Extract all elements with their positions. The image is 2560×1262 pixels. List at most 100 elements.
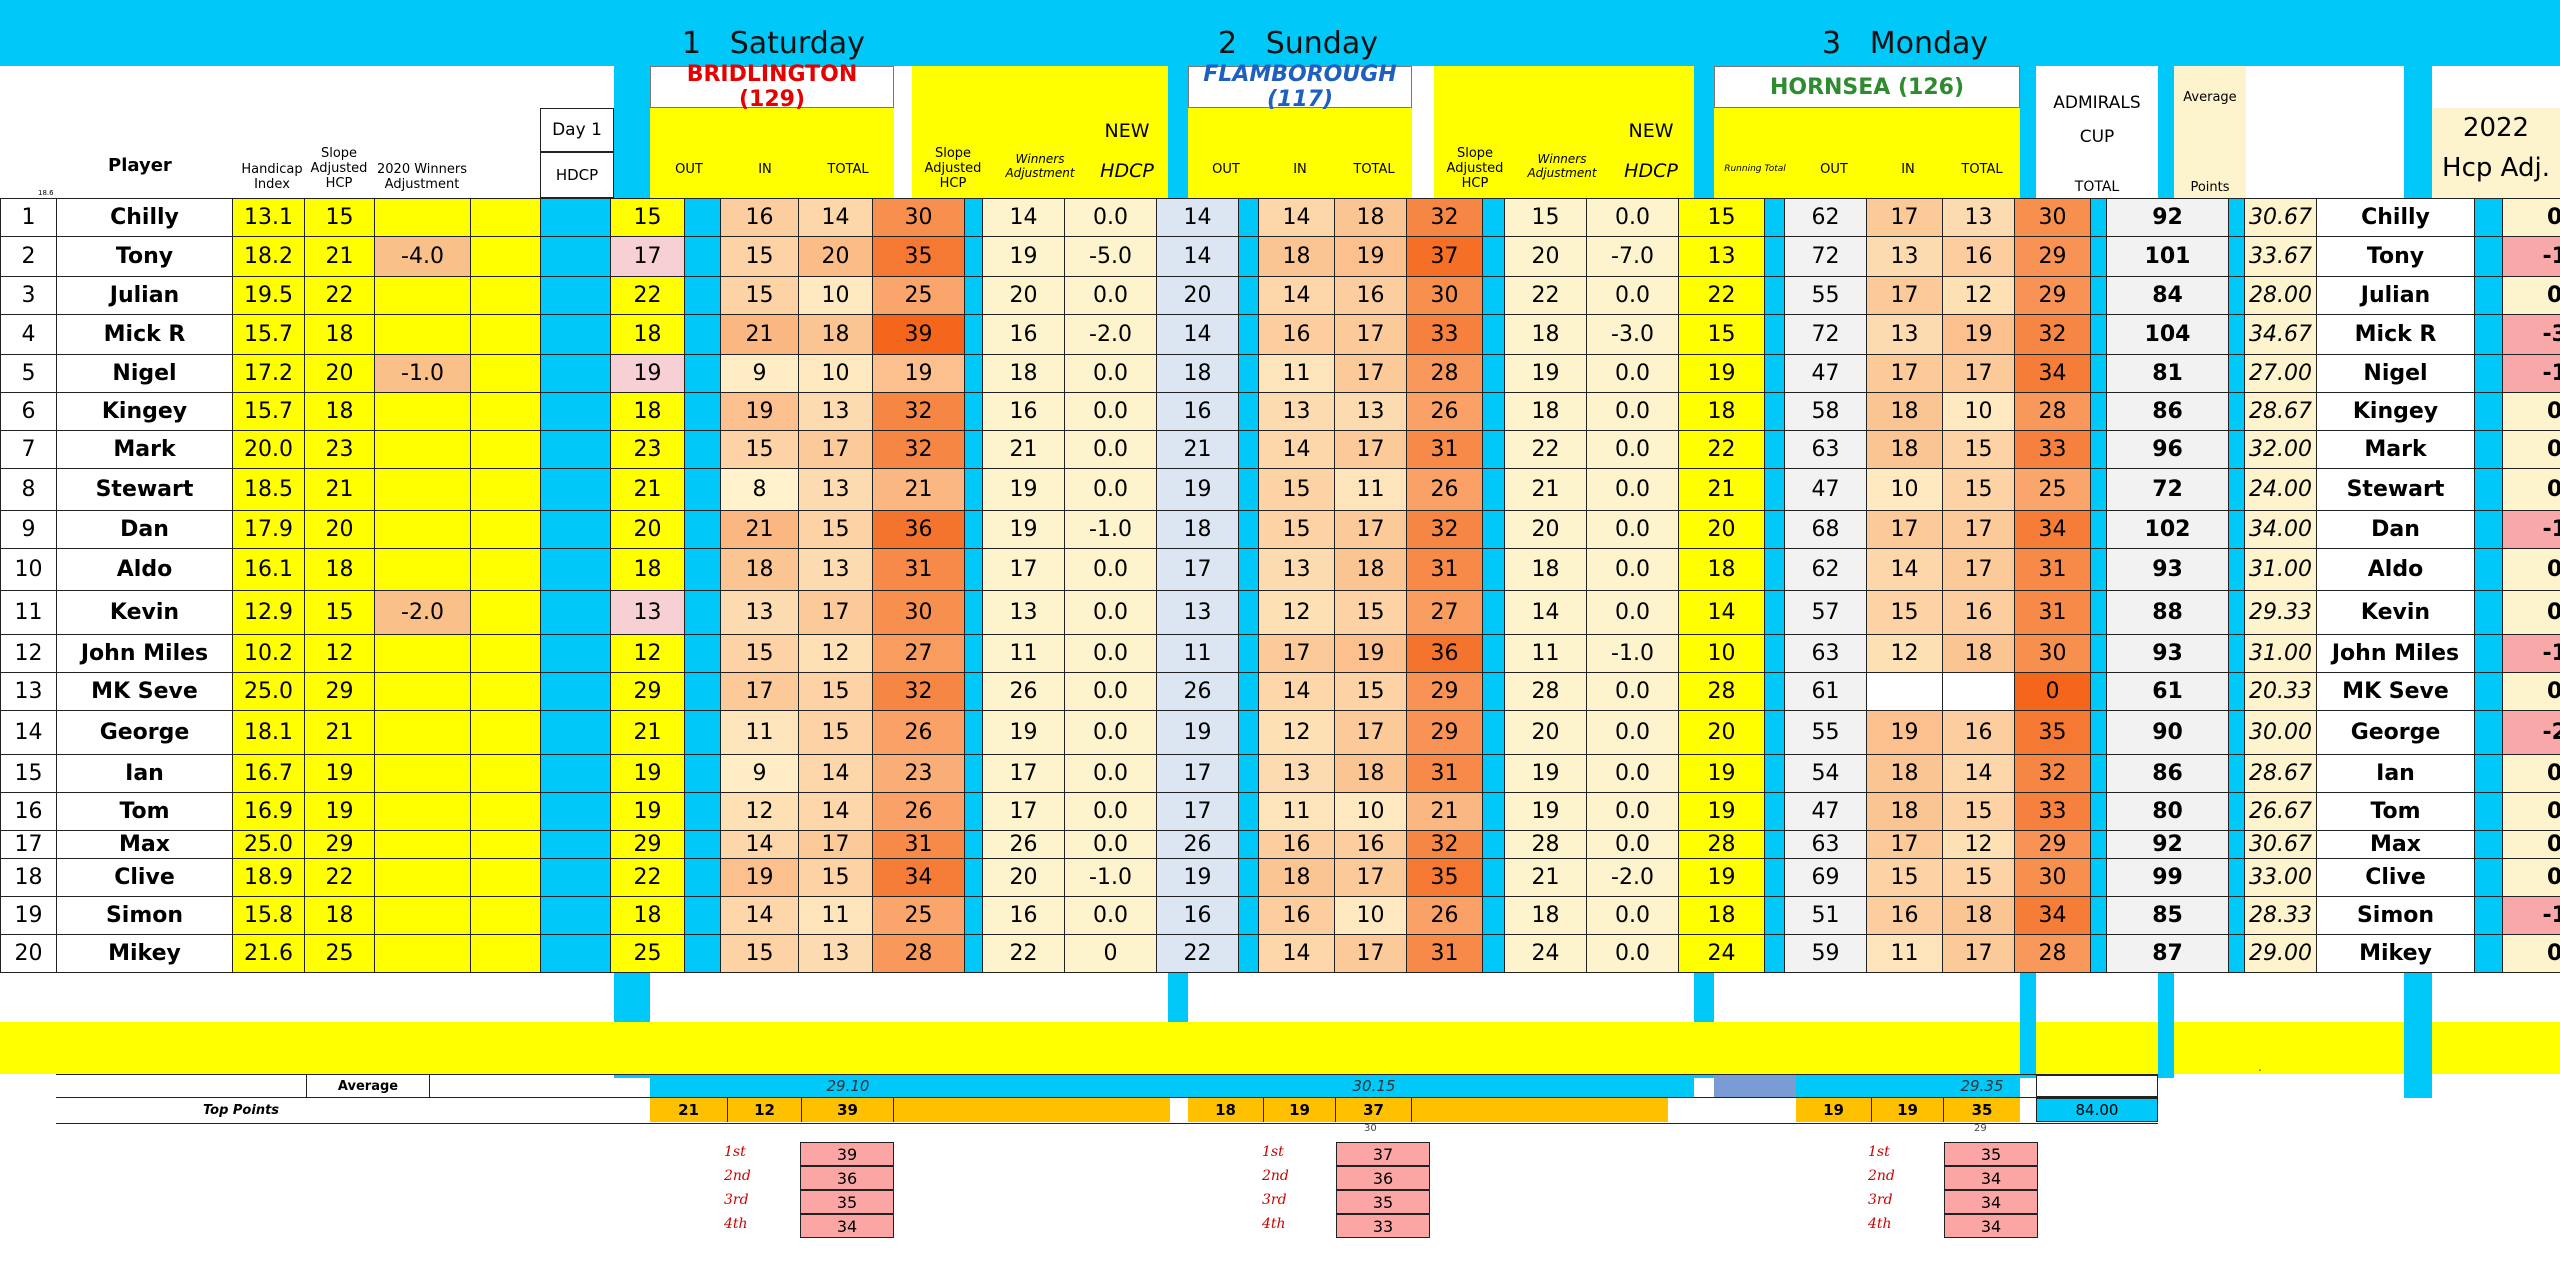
day3-out: 18	[1866, 430, 1943, 469]
rank-label: 1st	[1868, 1144, 1890, 1160]
gap-cell	[2474, 634, 2503, 673]
day3-total: 34	[2014, 354, 2091, 393]
winners-2020-adjustment	[374, 314, 471, 355]
day1-in: 14	[798, 198, 873, 237]
day1-hdcp: 19	[610, 354, 685, 393]
day1-hdcp: 22	[610, 276, 685, 315]
table-row: 14 George 18.1 21 21 11 15 26 19 0.0 19 12 17 29 20 0.0…	[0, 710, 2560, 755]
day3-total: 34	[2014, 896, 2091, 935]
row-number: 9	[0, 510, 57, 549]
day2-slope-hcp: 26	[982, 830, 1065, 859]
day2-new-hdcp: 19	[1156, 468, 1239, 511]
average-points: 33.67	[2244, 236, 2317, 277]
points-header: Points	[2190, 180, 2230, 195]
gap-cell	[540, 314, 611, 355]
rank-label: 2nd	[1868, 1168, 1895, 1184]
player-name-right: Stewart	[2316, 468, 2475, 511]
day3-total: 30	[2014, 858, 2091, 897]
day3-in: 15	[1942, 468, 2015, 511]
day1-in: 13	[798, 934, 873, 973]
day3-total: 28	[2014, 392, 2091, 431]
day2-winners-adj-header: Winners Adjustment	[1527, 152, 1597, 180]
gap-cell	[1764, 858, 1785, 897]
day2-out: 16	[1258, 314, 1335, 355]
year-header: 2022	[2462, 113, 2530, 143]
summary-top-day2-in: 19	[1264, 1098, 1336, 1122]
day3-slope-hcp: 18	[1504, 392, 1587, 431]
day3-total: 32	[2014, 314, 2091, 355]
day2-winners-adj: 0.0	[1064, 354, 1157, 393]
gap-cell	[540, 236, 611, 277]
gap-cell	[964, 510, 983, 549]
average-points: 26.67	[2244, 792, 2317, 831]
table-row: 20 Mikey 21.6 25 25 15 13 28 22 0 22 14 17 31 24 0.0 24 5…	[0, 934, 2560, 973]
day3-in: 17	[1942, 548, 2015, 591]
summary-average-row: Average 29.10 30.15 29.35	[56, 1074, 2158, 1098]
day1-out: 21	[720, 510, 799, 549]
slope-adjusted-hcp: 25	[304, 934, 375, 973]
running-total: 57	[1784, 590, 1867, 635]
player-rows: 1 Chilly 13.1 15 15 16 14 30 14 0.0 14 14 18 32 15 0.0 1…	[0, 198, 2560, 973]
slope-adjusted-hcp: 29	[304, 830, 375, 859]
day2-out: 17	[1258, 634, 1335, 673]
day3-total: 29	[2014, 236, 2091, 277]
summary-avg-day3: 29.35	[1960, 1077, 2004, 1095]
day1-total: 30	[872, 198, 965, 237]
day2-total-header: TOTAL	[1353, 162, 1395, 177]
gap-cell	[1482, 934, 1505, 973]
running-total: 54	[1784, 754, 1867, 793]
day3-new-hdcp: 24	[1678, 934, 1765, 973]
gap-cell	[2090, 672, 2107, 711]
gap-cell	[1764, 510, 1785, 549]
day3-slope-hcp: 28	[1504, 830, 1587, 859]
gap-cell	[2474, 314, 2503, 355]
day2-out: 14	[1258, 198, 1335, 237]
day1-out: 13	[720, 590, 799, 635]
gap-cell	[1238, 510, 1259, 549]
day1-total: 31	[872, 830, 965, 859]
gap-cell	[964, 276, 983, 315]
row-number: 8	[0, 468, 57, 511]
day3-in: 19	[1942, 314, 2015, 355]
gap-cell	[684, 754, 721, 793]
gap-cell	[964, 354, 983, 393]
summary-top-day3-out: 19	[1796, 1098, 1872, 1122]
day3-new-hdcp: 20	[1678, 710, 1765, 755]
player-name: Nigel	[56, 354, 233, 393]
gap-cell	[2090, 934, 2107, 973]
day2-total: 21	[1406, 792, 1483, 831]
player-name: Mikey	[56, 934, 233, 973]
gap-cell	[1238, 934, 1259, 973]
running-total: 62	[1784, 548, 1867, 591]
average-points: 30.67	[2244, 198, 2317, 237]
winners-2020-adjustment	[374, 934, 471, 973]
day1-hdcp: 18	[610, 392, 685, 431]
player-name-right: Julian	[2316, 276, 2475, 315]
row-number: 20	[0, 934, 57, 973]
slope-adjusted-hcp: 18	[304, 314, 375, 355]
day1-hdcp: 17	[610, 236, 685, 277]
day1-total: 34	[872, 858, 965, 897]
player-name-right: MK Seve	[2316, 672, 2475, 711]
gap-cell	[1238, 198, 1259, 237]
player-name-right: John Miles	[2316, 634, 2475, 673]
header-day1: Day 1	[540, 108, 614, 152]
spacer-band-hcp	[2432, 1022, 2560, 1074]
day1-hdcp: 12	[610, 634, 685, 673]
gap-cell	[684, 710, 721, 755]
gap-cell	[1482, 354, 1505, 393]
day2-out: 16	[1258, 896, 1335, 935]
gap-cell	[964, 634, 983, 673]
day2-new-hdcp: 17	[1156, 754, 1239, 793]
day1-in: 13	[798, 548, 873, 591]
table-row: 5 Nigel 17.2 20 -1.0 19 9 10 19 18 0.0 18 11 17 28 19 0.…	[0, 354, 2560, 393]
day2-new-hdcp: 20	[1156, 276, 1239, 315]
day2-total: 33	[1406, 314, 1483, 355]
player-name-right: Kingey	[2316, 392, 2475, 431]
day2-out: 13	[1258, 754, 1335, 793]
day3-total: 30	[2014, 634, 2091, 673]
rank-label: 4th	[1868, 1216, 1892, 1232]
row-number: 15	[0, 754, 57, 793]
day3-out	[1866, 672, 1943, 711]
table-row: 7 Mark 20.0 23 23 15 17 32 21 0.0 21 14 17 31 22 0.0 22 6…	[0, 430, 2560, 469]
